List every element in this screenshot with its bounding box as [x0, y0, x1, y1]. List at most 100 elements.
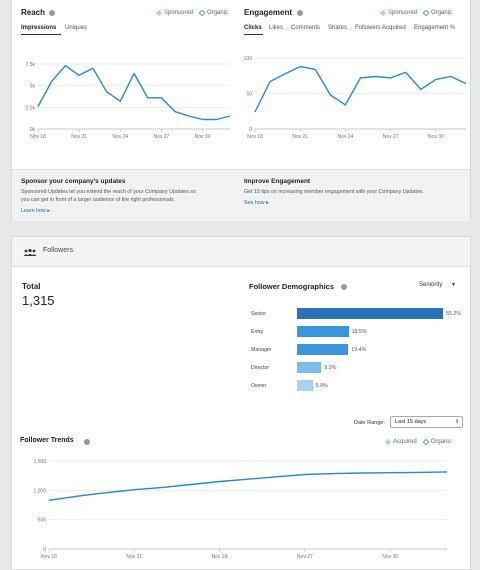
bar-value-label: 5.9% — [315, 383, 328, 389]
legend-organic[interactable]: Organic — [431, 10, 453, 16]
bar-value-label: 19.4% — [351, 347, 367, 353]
x-tick-label: Nov 27 — [297, 554, 313, 560]
demographic-bar[interactable] — [297, 326, 349, 337]
improve-title: Improve Engagement — [244, 178, 311, 185]
x-tick-label: Nov 18 — [247, 134, 263, 140]
bar-label: Entry — [251, 329, 264, 335]
legend-sponsored[interactable]: Sponsored — [388, 10, 418, 16]
follower-trends-chart: 0 500 1,000 1,500 Nov 18 Nov 21 Nov 24 Nov 27 No… — [33, 459, 448, 560]
x-tick-label: Nov 18 — [30, 134, 46, 140]
engagement-chart: 0 50 100 Nov 18 Nov 21 Nov 24 Nov 27 Nov 30 — [244, 56, 467, 140]
info-icon[interactable] — [297, 10, 303, 16]
y-tick-label: 100 — [244, 56, 253, 62]
x-tick-label: Nov 27 — [383, 134, 399, 140]
date-range-label: Date Range: — [354, 420, 385, 426]
bar-label: Manager — [251, 347, 272, 353]
trends-legend: Acquired Organic — [384, 438, 452, 446]
demographic-bar[interactable] — [297, 344, 349, 355]
legend-organic[interactable]: Organic — [207, 10, 229, 16]
demographic-bar[interactable] — [297, 362, 322, 373]
sponsored-legend-icon — [379, 9, 387, 17]
demographic-bar[interactable] — [297, 308, 443, 319]
tab-likes[interactable]: Likes — [269, 25, 284, 31]
caret-down-icon: ▼ — [451, 282, 456, 288]
active-tab-indicator — [21, 34, 61, 35]
follower-trends-title: Follower Trends — [20, 437, 74, 444]
y-tick-label: 1,500 — [33, 459, 46, 465]
x-tick-label: Nov 21 — [292, 134, 308, 140]
x-tick-label: Nov 21 — [71, 134, 87, 140]
info-icon[interactable] — [341, 284, 347, 290]
x-tick-label: Nov 18 — [41, 554, 57, 560]
bar-value-label: 55.2% — [446, 311, 462, 317]
active-tab-indicator — [244, 34, 263, 35]
info-icon[interactable] — [49, 10, 55, 16]
sponsored-legend-icon — [155, 9, 163, 17]
x-tick-label: Nov 30 — [195, 134, 211, 140]
organic-legend-icon — [422, 9, 430, 17]
legend-acquired[interactable]: Acquired — [393, 439, 417, 445]
engagement-legend: Sponsored Organic — [379, 9, 453, 17]
x-tick-label: Nov 24 — [338, 134, 354, 140]
date-range-value: Last 15 days — [395, 419, 427, 425]
sponsor-text-line2: you can get in front of a larger audienc… — [21, 197, 175, 203]
y-tick-label: 50 — [246, 92, 252, 98]
x-tick-label: Nov 24 — [112, 134, 128, 140]
tab-uniques[interactable]: Uniques — [65, 25, 88, 31]
sponsor-title: Sponsor your company's updates — [21, 178, 126, 185]
date-range-select[interactable]: Last 15 days ⇕ — [390, 416, 463, 428]
bar-label: Owner — [251, 383, 267, 389]
tab-impressions[interactable]: Impressions — [21, 25, 57, 31]
tab-clicks[interactable]: Clicks — [244, 25, 262, 31]
info-icon[interactable] — [84, 439, 90, 445]
x-tick-label: Nov 24 — [212, 554, 228, 560]
organic-legend-icon — [422, 438, 429, 446]
reach-legend: Sponsored Organic — [155, 9, 229, 17]
analytics-card: Reach Sponsored Organic Impressions Uniq… — [11, 0, 471, 221]
tab-comments[interactable]: Comments — [291, 25, 321, 31]
reach-chart: 0k 2.5k 5k 7.5k Nov 18 Nov 21 Nov 24 Nov 27 Nov … — [26, 62, 231, 140]
y-tick-label: 5k — [30, 84, 36, 90]
organic-series-line — [254, 65, 467, 113]
organic-legend-icon — [198, 9, 206, 17]
bar-label: Director — [251, 365, 270, 371]
sponsor-text-line1: Sponsored Updates let you extend the rea… — [21, 189, 196, 195]
organic-series-line — [48, 471, 448, 501]
learn-how-link[interactable]: Learn how ▸ — [21, 208, 50, 214]
demographics-title: Follower Demographics — [249, 282, 335, 291]
bar-label: Senior — [251, 311, 266, 317]
followers-card: Followers Total 1,315 Follower Demograph… — [11, 236, 471, 570]
legend-organic[interactable]: Organic — [430, 439, 452, 445]
organic-series-line — [37, 65, 231, 121]
y-tick-label: 7.5k — [26, 62, 36, 68]
engagement-title: Engagement — [244, 8, 293, 17]
legend-sponsored[interactable]: Sponsored — [164, 10, 194, 16]
y-tick-label: 1,000 — [33, 488, 46, 494]
total-label: Total — [22, 282, 41, 291]
followers-icon — [23, 249, 37, 256]
bar-value-label: 9.2% — [324, 365, 337, 371]
y-tick-label: 500 — [38, 518, 47, 524]
bar-value-label: 19.5% — [351, 329, 367, 335]
seniority-dropdown[interactable]: Seniority ▼ — [419, 282, 456, 288]
reach-title: Reach — [21, 8, 46, 17]
updown-caret-icon: ⇕ — [454, 419, 459, 425]
tab-engagement-percent[interactable]: Engagement % — [414, 25, 456, 31]
tab-followers-acquired[interactable]: Followers Acquired — [355, 25, 406, 31]
y-tick-label: 0 — [249, 127, 252, 133]
x-tick-label: Nov 21 — [126, 554, 142, 560]
y-tick-label: 0 — [43, 547, 46, 553]
x-tick-label: Nov 27 — [154, 134, 170, 140]
total-value: 1,315 — [22, 293, 55, 308]
x-tick-label: Nov 30 — [428, 134, 444, 140]
followers-header: Followers — [12, 237, 470, 267]
x-tick-label: Nov 30 — [382, 554, 398, 560]
acquired-legend-icon — [384, 438, 392, 446]
followers-section-title: Followers — [43, 247, 73, 254]
demographic-bar[interactable] — [297, 380, 313, 391]
improve-text: Get 15 tips on increasing member engagem… — [244, 189, 424, 195]
tab-shares[interactable]: Shares — [328, 25, 348, 31]
y-tick-label: 0k — [30, 127, 36, 133]
seniority-label: Seniority — [419, 282, 443, 288]
see-how-link[interactable]: See how ▸ — [244, 200, 269, 206]
